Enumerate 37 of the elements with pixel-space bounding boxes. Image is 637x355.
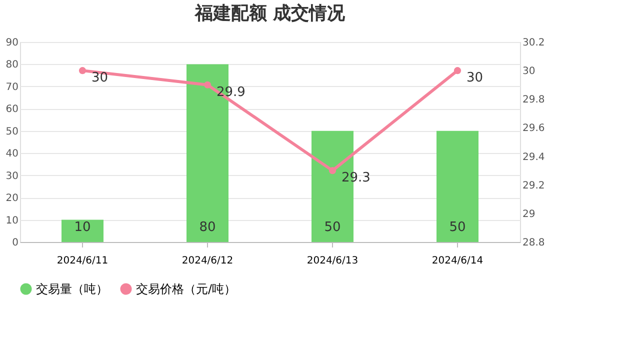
y-tick-label: 30 — [6, 170, 18, 182]
bar — [436, 130, 478, 242]
data-label: 80 — [199, 220, 216, 235]
bar — [62, 220, 104, 242]
y-tick-label: 60 — [6, 104, 18, 116]
y2-tick-label: 28.8 — [522, 238, 545, 248]
y-tick-label: 40 — [6, 148, 18, 160]
x-tick-label: 2024/6/13 — [306, 256, 358, 266]
point — [78, 67, 86, 74]
y-tick-label: 80 — [6, 60, 18, 71]
y2-tick-label: 30 — [522, 66, 536, 78]
y2-tick-label: 29 — [522, 208, 536, 220]
y-tick-label: 20 — [6, 193, 18, 204]
data-label: 30 — [92, 70, 108, 86]
legend-label: 交易量（吨） — [36, 282, 108, 296]
x-tick-label: 2024/6/14 — [432, 256, 484, 266]
data-label: 50 — [324, 220, 341, 235]
data-label: 50 — [449, 220, 466, 235]
y-tick-label: 90 — [6, 38, 18, 48]
legend-label: 交易价格（元/吨） — [136, 282, 236, 296]
y2-tick-label: 29.8 — [522, 94, 545, 106]
x-tick-label: 2024/6/12 — [182, 256, 234, 266]
x-tick-label: 2024/6/11 — [56, 256, 108, 266]
y2-tick-label: 29.6 — [522, 123, 545, 134]
y-tick-label: 0 — [12, 238, 18, 248]
y2-tick-label: 29.2 — [522, 180, 545, 192]
y-tick-label: 10 — [6, 215, 18, 226]
point — [204, 81, 212, 88]
y2-tick-label: 30.2 — [522, 38, 545, 48]
y-tick-label: 50 — [6, 126, 18, 138]
chart-title: 福建配额 成交情况 — [194, 3, 346, 24]
y-tick-label: 70 — [6, 82, 18, 93]
point — [328, 167, 336, 174]
data-label: 10 — [74, 220, 91, 235]
point — [454, 67, 462, 74]
y2-tick-label: 29.4 — [522, 152, 545, 163]
data-label: 30 — [466, 70, 484, 86]
